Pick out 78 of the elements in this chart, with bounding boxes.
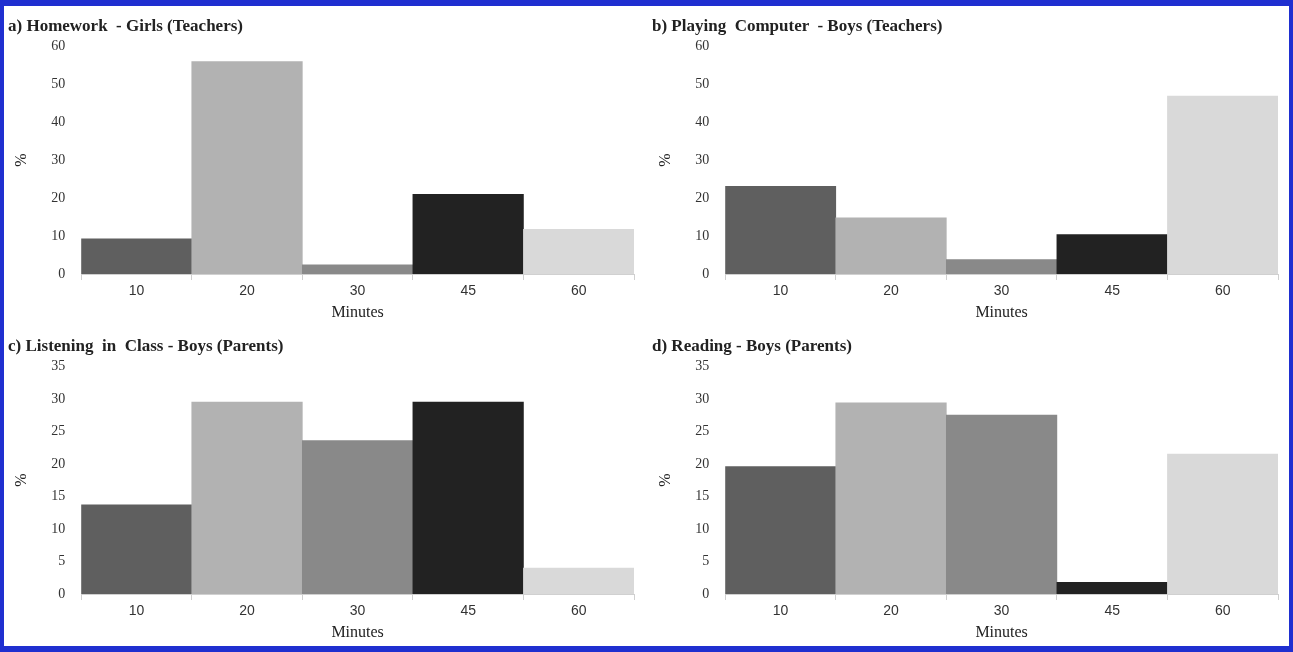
y-tick-label: 5 (702, 553, 710, 569)
y-tick-label: 10 (51, 227, 66, 243)
x-tick-label: 10 (128, 282, 145, 299)
y-tick-label: 15 (51, 488, 66, 504)
bar (835, 402, 947, 594)
y-tick-label: 30 (695, 390, 710, 406)
x-tick-label: 20 (883, 602, 900, 619)
bar (1056, 581, 1168, 594)
y-axis-title: % (655, 473, 673, 487)
y-tick-label: 25 (51, 423, 66, 439)
y-axis-title: % (11, 153, 29, 167)
y-tick-label: 0 (702, 265, 710, 281)
x-tick-label: 45 (1104, 282, 1121, 299)
y-tick-label: 20 (695, 455, 710, 471)
chart-title: b) Playing Computer - Boys (Teachers) (652, 15, 943, 35)
x-axis-title: Minutes (975, 622, 1028, 640)
bar (945, 259, 1058, 274)
bar (412, 194, 524, 274)
y-tick-label: 30 (695, 151, 710, 167)
bar (81, 238, 193, 274)
x-tick-label: 60 (570, 602, 587, 619)
y-tick-label: 20 (51, 189, 66, 205)
x-tick-label: 20 (239, 282, 256, 299)
x-tick-label: 30 (349, 282, 366, 299)
x-tick-label: 30 (349, 602, 366, 619)
y-tick-label: 10 (695, 227, 710, 243)
y-tick-label: 0 (58, 265, 66, 281)
x-tick-label: 60 (1214, 282, 1231, 299)
y-tick-label: 20 (51, 455, 66, 471)
x-tick-label: 45 (460, 602, 477, 619)
y-tick-label: 20 (695, 189, 710, 205)
y-tick-label: 35 (51, 358, 66, 374)
bar (1056, 234, 1168, 274)
x-tick-label: 60 (1214, 602, 1231, 619)
y-tick-label: 40 (51, 113, 66, 129)
bar (945, 414, 1058, 594)
y-tick-label: 5 (58, 553, 66, 569)
x-axis-title: Minutes (975, 302, 1028, 320)
bar (835, 217, 947, 274)
bar (191, 61, 303, 274)
bar (301, 440, 414, 594)
x-tick-label: 60 (570, 282, 587, 299)
bar (725, 466, 837, 594)
x-axis-title: Minutes (331, 622, 384, 640)
bar (725, 186, 837, 274)
x-tick-label: 30 (993, 282, 1010, 299)
y-tick-label: 30 (51, 151, 66, 167)
bar (412, 401, 524, 594)
x-tick-label: 45 (460, 282, 477, 299)
bar (191, 401, 303, 594)
y-tick-label: 0 (58, 585, 66, 601)
y-tick-label: 0 (702, 585, 710, 601)
y-axis-title: % (655, 153, 673, 167)
x-tick-label: 20 (883, 282, 900, 299)
y-tick-label: 30 (51, 390, 66, 406)
chart-title: c) Listening in Class - Boys (Parents) (8, 335, 284, 355)
y-tick-label: 35 (695, 358, 710, 374)
x-tick-label: 10 (772, 282, 789, 299)
x-tick-label: 10 (128, 602, 145, 619)
y-tick-label: 40 (695, 113, 710, 129)
y-tick-label: 10 (695, 520, 710, 536)
x-tick-label: 10 (772, 602, 789, 619)
y-tick-label: 25 (695, 423, 710, 439)
y-tick-label: 60 (51, 38, 66, 54)
x-tick-label: 45 (1104, 602, 1121, 619)
y-axis-title: % (11, 473, 29, 487)
y-tick-label: 15 (695, 488, 710, 504)
y-tick-label: 50 (695, 76, 710, 92)
x-axis-title: Minutes (331, 302, 384, 320)
y-tick-label: 60 (695, 38, 710, 54)
bar (81, 504, 193, 594)
y-tick-label: 50 (51, 76, 66, 92)
chart-title: d) Reading - Boys (Parents) (652, 335, 852, 355)
y-tick-label: 10 (51, 520, 66, 536)
chart-title: a) Homework - Girls (Teachers) (8, 15, 243, 35)
x-tick-label: 20 (239, 602, 256, 619)
bar (301, 264, 414, 274)
x-tick-label: 30 (993, 602, 1010, 619)
